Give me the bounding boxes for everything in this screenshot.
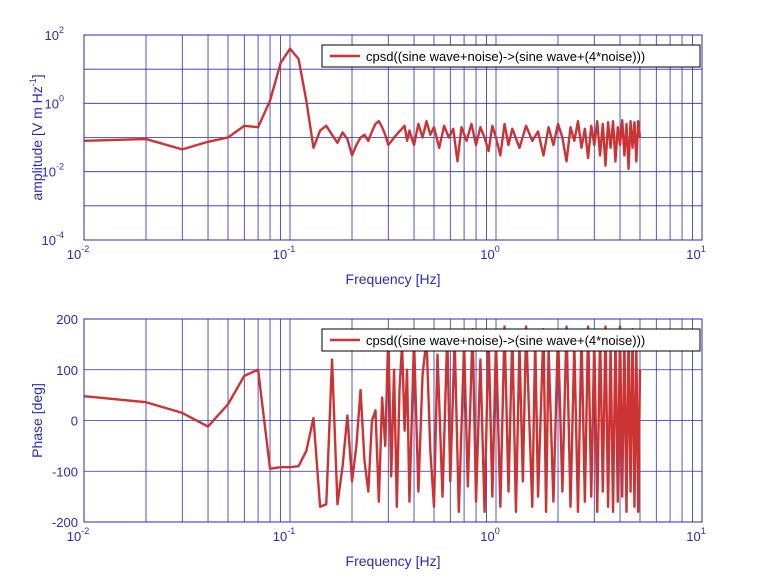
phase-y-axis-label: Phase [deg] xyxy=(29,383,45,458)
amplitude-y-axis-label-bracket: ] xyxy=(29,74,45,78)
phase-x-axis-label: Frequency [Hz] xyxy=(346,553,441,569)
amplitude-legend-box xyxy=(321,44,701,68)
phase-y-tick-label: 200 xyxy=(56,312,78,327)
amplitude-y-axis-label-main: amplitude [V m Hz xyxy=(29,86,45,200)
amplitude-series xyxy=(83,47,642,171)
amplitude-y-axis-label: amplitude [V m Hz-1] xyxy=(28,74,45,200)
phase-legend: cpsd((sine wave+noise)->(sine wave+(4*no… xyxy=(321,328,701,352)
amplitude-x-axis-label: Frequency [Hz] xyxy=(346,271,441,287)
amplitude-series-line xyxy=(83,47,642,171)
phase-y-tick-label: 0 xyxy=(71,414,78,429)
amplitude-y-axis-label-exponent: -1 xyxy=(28,78,38,86)
phase-y-tick-label: -200 xyxy=(52,515,78,530)
phase-y-tick-label: -100 xyxy=(52,464,78,479)
amplitude-axes-frame xyxy=(83,34,703,241)
amplitude-legend-entry: cpsd((sine wave+noise)->(sine wave+(4*no… xyxy=(366,49,645,64)
phase-legend-entry: cpsd((sine wave+noise)->(sine wave+(4*no… xyxy=(366,333,645,348)
phase-legend-box xyxy=(321,328,701,352)
amplitude-legend: cpsd((sine wave+noise)->(sine wave+(4*no… xyxy=(321,44,701,68)
phase-axes-frame xyxy=(83,318,703,523)
phase-y-tick-label: 100 xyxy=(56,363,78,378)
